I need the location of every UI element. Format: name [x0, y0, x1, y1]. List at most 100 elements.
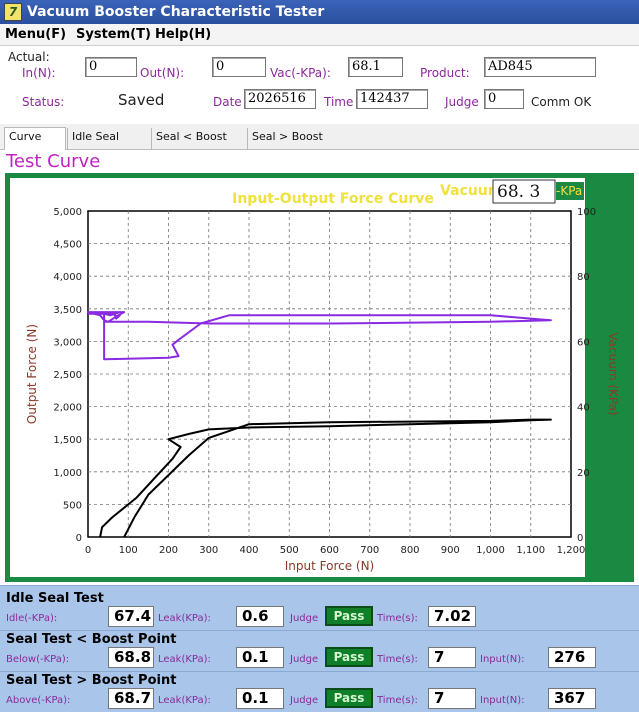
app-logo-icon: 7 — [4, 3, 22, 21]
below-pressure-label: Below(-KPa): — [6, 654, 70, 665]
idle-time-value: 7.02 — [428, 606, 476, 627]
product-field[interactable]: AD845 — [484, 57, 596, 77]
y-tick-label: 4,500 — [53, 240, 82, 251]
input-force-field[interactable]: 0 — [85, 57, 137, 77]
y-tick-label: 0 — [76, 533, 82, 544]
title-bar[interactable]: 7 Vacuum Booster Characteristic Tester — [0, 0, 639, 24]
y-tick-label: 1,500 — [53, 435, 82, 446]
x-tick-label: 1,200 — [557, 545, 586, 556]
judge-field[interactable]: 0 — [484, 89, 524, 109]
vacuum-readout-box — [492, 179, 556, 204]
status-value: Saved — [118, 91, 165, 109]
time-field[interactable]: 142437 — [356, 89, 428, 109]
out-label: Out(N): — [140, 66, 185, 80]
above-pressure-label: Above(-KPa): — [6, 695, 71, 706]
x-tick-label: 600 — [320, 545, 339, 556]
vacuum-series-line — [87, 311, 552, 361]
idle-judge-label: Judge — [290, 613, 319, 624]
results-divider — [0, 630, 639, 631]
below-seal-heading: Seal Test < Boost Point — [6, 632, 177, 647]
above-time-value: 7 — [428, 688, 476, 709]
time-label: Time — [324, 95, 354, 109]
above-pass-badge: Pass — [325, 688, 373, 708]
x-tick-label: 900 — [441, 545, 460, 556]
above-leak-value: 0.1 — [236, 688, 284, 709]
below-pass-badge: Pass — [325, 647, 373, 667]
results-panel: Idle Seal Test Idle(-KPa): 67.4 Leak(KPa… — [0, 585, 639, 712]
x-tick-label: 500 — [280, 545, 299, 556]
idle-seal-heading: Idle Seal Test — [6, 591, 104, 606]
menu-file[interactable]: Menu(F) — [5, 27, 67, 42]
y-tick-label: 4,000 — [53, 272, 82, 283]
y-tick-label: 2,000 — [53, 403, 82, 414]
vacuum-readout-unit: -KPa — [556, 184, 582, 198]
below-leak-label: Leak(KPa): — [158, 654, 211, 665]
below-input-value: 276 — [548, 647, 596, 668]
idle-time-label: Time(s): — [377, 613, 418, 624]
tab-strip: Curve Idle Seal Seal < Boost Seal > Boos… — [0, 124, 639, 150]
below-leak-value: 0.1 — [236, 647, 284, 668]
y2-tick-label: 100 — [577, 207, 596, 218]
tab-seal-below-boost[interactable]: Seal < Boost — [151, 128, 247, 150]
above-leak-label: Leak(KPa): — [158, 695, 211, 706]
y-axis-label: Output Force (N) — [25, 324, 39, 424]
date-field[interactable]: 2026516 — [244, 89, 316, 109]
vacuum-unit-bg — [556, 182, 584, 200]
chart-title: Input-Output Force Curve — [232, 191, 434, 207]
below-input-label: Input(N): — [480, 654, 525, 665]
vacuum-field[interactable]: 68.1 — [348, 57, 403, 77]
x-tick-label: 300 — [199, 545, 218, 556]
idle-leak-label: Leak(KPa): — [158, 613, 211, 624]
y-tick-label: 2,500 — [53, 370, 82, 381]
y2-axis-label: Vacuum (KPa) — [606, 332, 620, 415]
above-judge-label: Judge — [290, 695, 319, 706]
x-tick-label: 400 — [239, 545, 258, 556]
tab-idle-seal[interactable]: Idle Seal — [67, 128, 151, 150]
y-tick-label: 5,000 — [53, 207, 82, 218]
above-time-label: Time(s): — [377, 695, 418, 706]
idle-leak-value: 0.6 — [236, 606, 284, 627]
y-tick-label: 500 — [63, 500, 82, 511]
test-curve-chart: Input-Output Force Curve 0 100 200 300 400 500… — [5, 173, 634, 582]
window-title: Vacuum Booster Characteristic Tester — [27, 4, 325, 20]
y2-tick-label: 0 — [577, 533, 583, 544]
below-time-value: 7 — [428, 647, 476, 668]
section-title: Test Curve — [6, 151, 101, 172]
force-series-line — [99, 418, 552, 538]
below-judge-label: Judge — [290, 654, 319, 665]
above-pressure-value: 68.7 — [108, 688, 154, 709]
idle-pressure-value: 67.4 — [108, 606, 154, 627]
judge-label: Judge — [445, 95, 479, 109]
x-tick-label: 100 — [119, 545, 138, 556]
y2-tick-label: 60 — [577, 337, 590, 348]
idle-pass-badge: Pass — [325, 606, 373, 626]
idle-pressure-label: Idle(-KPa): — [6, 613, 58, 624]
x-tick-label: 1,000 — [476, 545, 505, 556]
y-tick-label: 1,000 — [53, 468, 82, 479]
x-axis-label: Input Force (N) — [285, 559, 375, 573]
y-tick-label: 3,500 — [53, 305, 82, 316]
y2-tick-label: 20 — [577, 468, 590, 479]
above-seal-heading: Seal Test > Boost Point — [6, 673, 177, 688]
results-divider — [0, 671, 639, 672]
product-label: Product: — [420, 66, 470, 80]
y2-tick-label: 40 — [577, 403, 590, 414]
x-tick-label: 700 — [360, 545, 379, 556]
menu-help[interactable]: Help(H) — [155, 27, 212, 42]
status-label: Status: — [22, 95, 65, 109]
in-label: In(N): — [22, 66, 56, 80]
above-input-label: Input(N): — [480, 695, 525, 706]
below-pressure-value: 68.8 — [108, 647, 154, 668]
tab-curve[interactable]: Curve — [4, 127, 66, 150]
x-tick-label: 0 — [85, 545, 91, 556]
tab-seal-above-boost[interactable]: Seal > Boost — [247, 128, 343, 150]
vac-label: Vac(-KPa): — [270, 66, 331, 80]
output-force-field[interactable]: 0 — [212, 57, 266, 77]
below-time-label: Time(s): — [377, 654, 418, 665]
x-tick-label: 800 — [400, 545, 419, 556]
above-input-value: 367 — [548, 688, 596, 709]
menu-system[interactable]: System(T) — [76, 27, 151, 42]
results-divider — [0, 585, 639, 586]
y2-tick-label: 80 — [577, 272, 590, 283]
